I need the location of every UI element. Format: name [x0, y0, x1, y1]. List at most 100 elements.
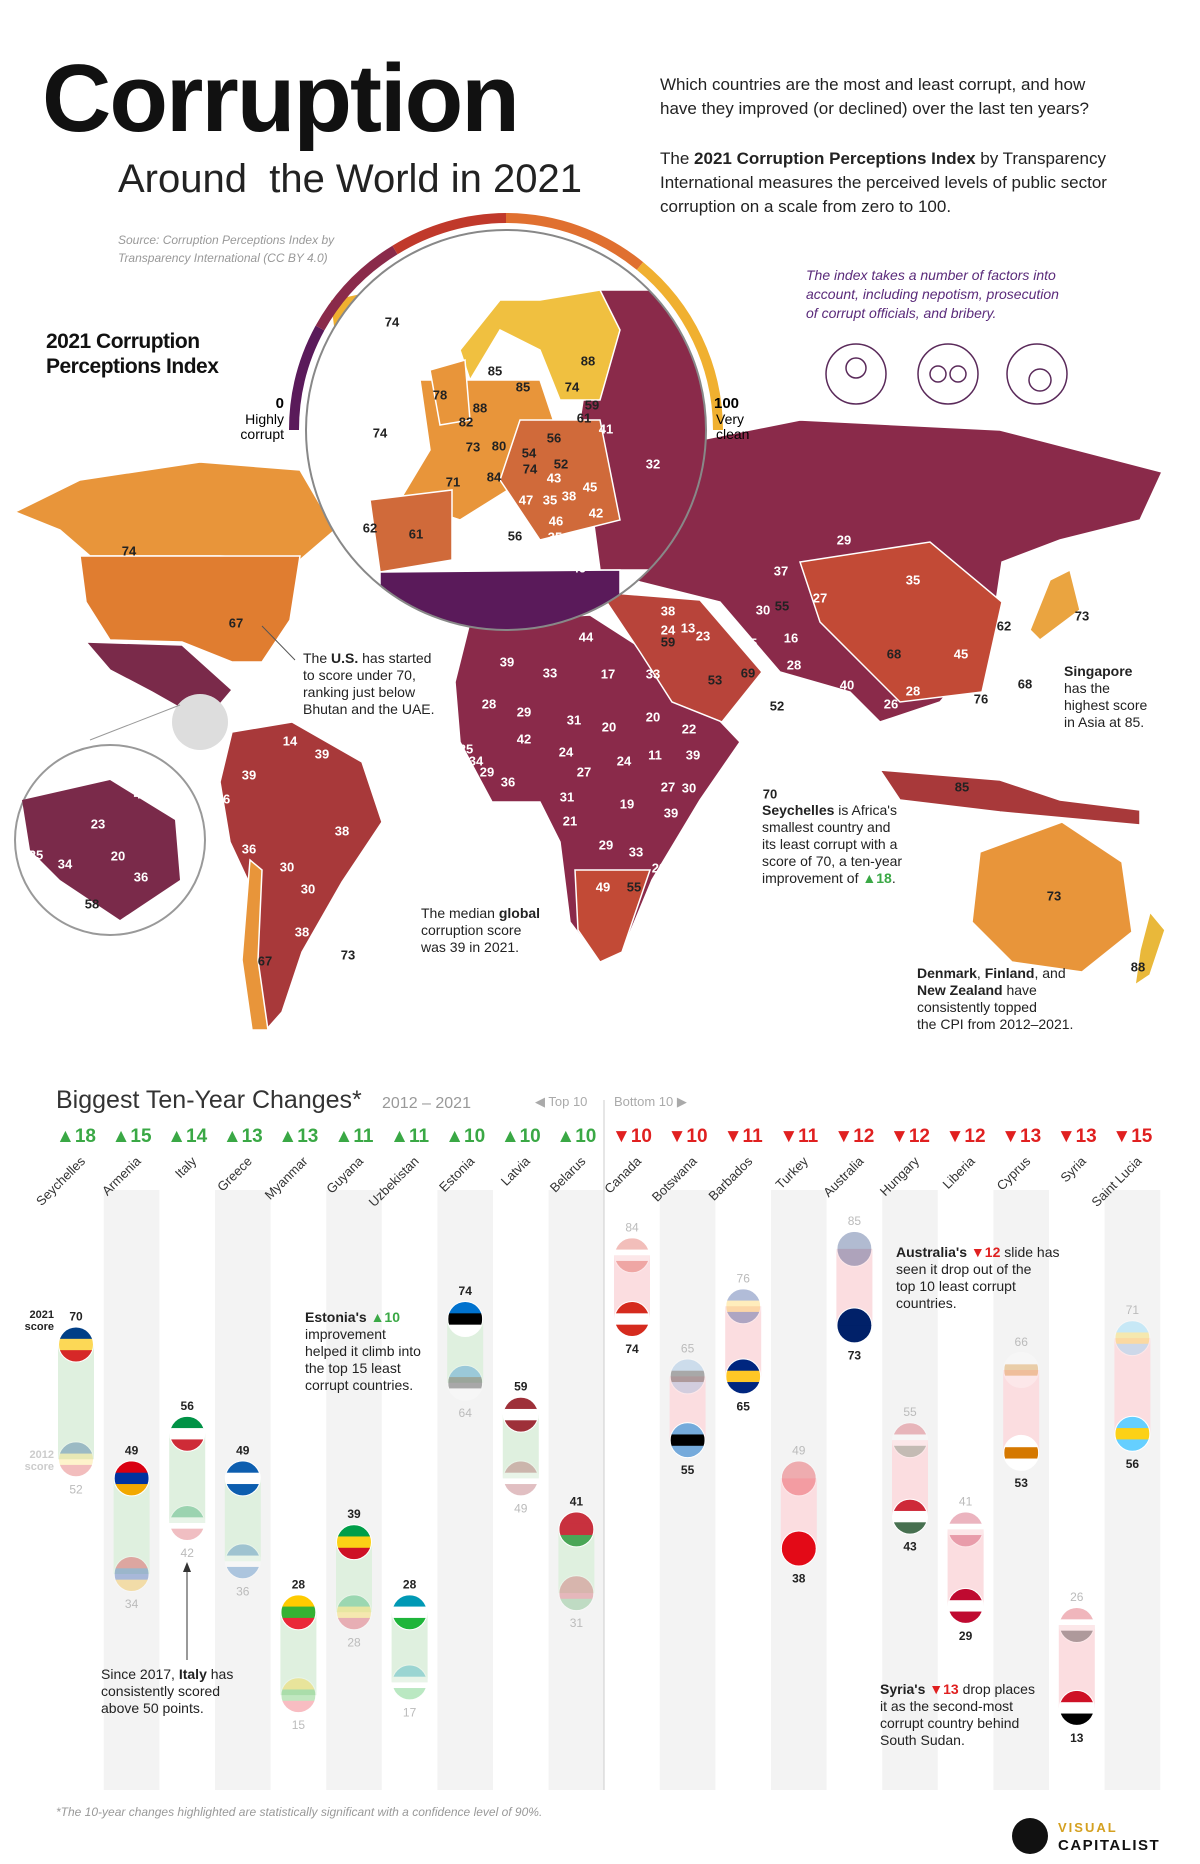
map-score: 46: [549, 513, 563, 528]
flag-marker: [391, 1664, 428, 1701]
china: [799, 541, 1003, 703]
flag-stripe: [503, 1420, 538, 1432]
flag: [114, 1557, 149, 1591]
map-score: 35: [906, 572, 920, 587]
map-score: 31: [78, 649, 92, 664]
map-callout-segment: smallest country and: [762, 819, 890, 835]
score-label: 28: [347, 1635, 361, 1649]
map-callout: to score under 70,: [303, 667, 416, 683]
flag-stripe: [59, 1350, 93, 1362]
x-tick-label: Greece: [214, 1154, 255, 1195]
x-tick-label: Latvia: [498, 1153, 534, 1189]
flag-stripe: [1004, 1353, 1039, 1365]
annotation-segment: Estonia's: [305, 1309, 367, 1325]
flag-stripe: [59, 1338, 93, 1351]
map-score: 55: [775, 598, 789, 613]
map-score: 47: [519, 492, 533, 507]
flag-marker: [1114, 1320, 1151, 1357]
map-callout: smallest country and: [762, 819, 890, 835]
map-callout: Denmark, Finland, and: [917, 965, 1066, 981]
flag: [1115, 1321, 1150, 1356]
map-score: 31: [567, 712, 581, 727]
annotation-segment: Since 2017,: [101, 1666, 179, 1682]
change-label: ▲10: [445, 1126, 485, 1147]
map-score: 13: [681, 620, 695, 635]
map-score: 39: [242, 767, 256, 782]
flag-stripe: [1059, 1630, 1094, 1642]
flag: [114, 1461, 149, 1496]
flag-stripe: [1059, 1713, 1094, 1725]
map-callout-segment: has started: [358, 650, 431, 666]
map-score: 42: [589, 505, 603, 520]
map-score: 55: [627, 879, 641, 894]
flag-marker: [280, 1677, 317, 1714]
annotation: improvement: [305, 1326, 386, 1342]
group-label: Bottom 10 ▶: [614, 1094, 687, 1109]
marker: [58, 1441, 94, 1478]
map-score: 53: [708, 672, 722, 687]
flag-marker: [836, 1307, 873, 1344]
flag-marker: [558, 1511, 595, 1548]
flag: [1004, 1353, 1039, 1387]
map-score: 33: [543, 665, 557, 680]
annotation-segment: above 50 points.: [101, 1700, 204, 1716]
flag-marker: [892, 1422, 928, 1459]
map-score: 71: [446, 474, 460, 489]
map-score: 88: [473, 400, 487, 415]
map-score: 74: [122, 543, 137, 558]
score-label: 85: [848, 1214, 862, 1228]
map-score: 30: [301, 881, 315, 896]
change-label: ▲10: [556, 1126, 596, 1147]
series-label: 2012 score: [24, 1449, 54, 1474]
map-score: 68: [887, 646, 901, 661]
icon-bribery: [1006, 343, 1068, 405]
flag-stripe: [670, 1359, 705, 1372]
flag-stripe: [392, 1617, 427, 1630]
map-score: 23: [91, 816, 105, 831]
annotation: the top 15 least: [305, 1360, 401, 1376]
flag-stripe: [559, 1512, 594, 1525]
map-score: 24: [617, 753, 632, 768]
flag-stripe: [781, 1478, 816, 1496]
score-label: 43: [903, 1540, 917, 1554]
map-score: 36: [216, 791, 230, 806]
score-label: 34: [125, 1597, 139, 1611]
map-score: 16: [1021, 598, 1035, 613]
map-score: 16: [747, 715, 761, 730]
flag-stripe: [615, 1313, 649, 1326]
annotation-segment: top 10 least corrupt: [896, 1278, 1016, 1294]
logo: VISUAL: [1058, 1820, 1118, 1835]
score-label: 49: [125, 1443, 139, 1457]
score-label: 56: [181, 1399, 195, 1413]
score-label: 15: [292, 1718, 306, 1732]
flag-marker: [169, 1415, 206, 1452]
description: corruption on a scale from zero to 100.: [660, 197, 951, 216]
arc-seg: [636, 262, 723, 431]
map-score: 58: [85, 896, 99, 911]
map-score: 49: [572, 560, 586, 575]
flag-stripe: [1059, 1619, 1094, 1632]
source: Transparency International (CC BY 4.0): [118, 251, 328, 265]
flag-marker: [113, 1556, 150, 1592]
flag: [781, 1461, 816, 1496]
map-score: 38: [335, 823, 349, 838]
map-callout-segment: The median: [421, 905, 499, 921]
score-label: 64: [459, 1406, 473, 1420]
score-label: 28: [292, 1577, 306, 1591]
annotation: countries.: [896, 1295, 957, 1311]
new-zealand: [1134, 910, 1166, 987]
map-score: 19: [620, 796, 634, 811]
annotation: above 50 points.: [101, 1700, 204, 1716]
marker: [669, 1358, 706, 1395]
flag: [559, 1512, 594, 1547]
score-label: 76: [737, 1271, 751, 1285]
score-label: 42: [181, 1546, 195, 1560]
marker: [447, 1364, 484, 1401]
flag-stripe: [392, 1688, 427, 1700]
annotation-segment: drop places: [959, 1681, 1035, 1697]
flag-marker: [1003, 1352, 1040, 1388]
map-score: 84: [487, 469, 502, 484]
map-score: 28: [906, 683, 920, 698]
map-score: 30: [280, 859, 294, 874]
change-label: ▼10: [612, 1126, 652, 1147]
